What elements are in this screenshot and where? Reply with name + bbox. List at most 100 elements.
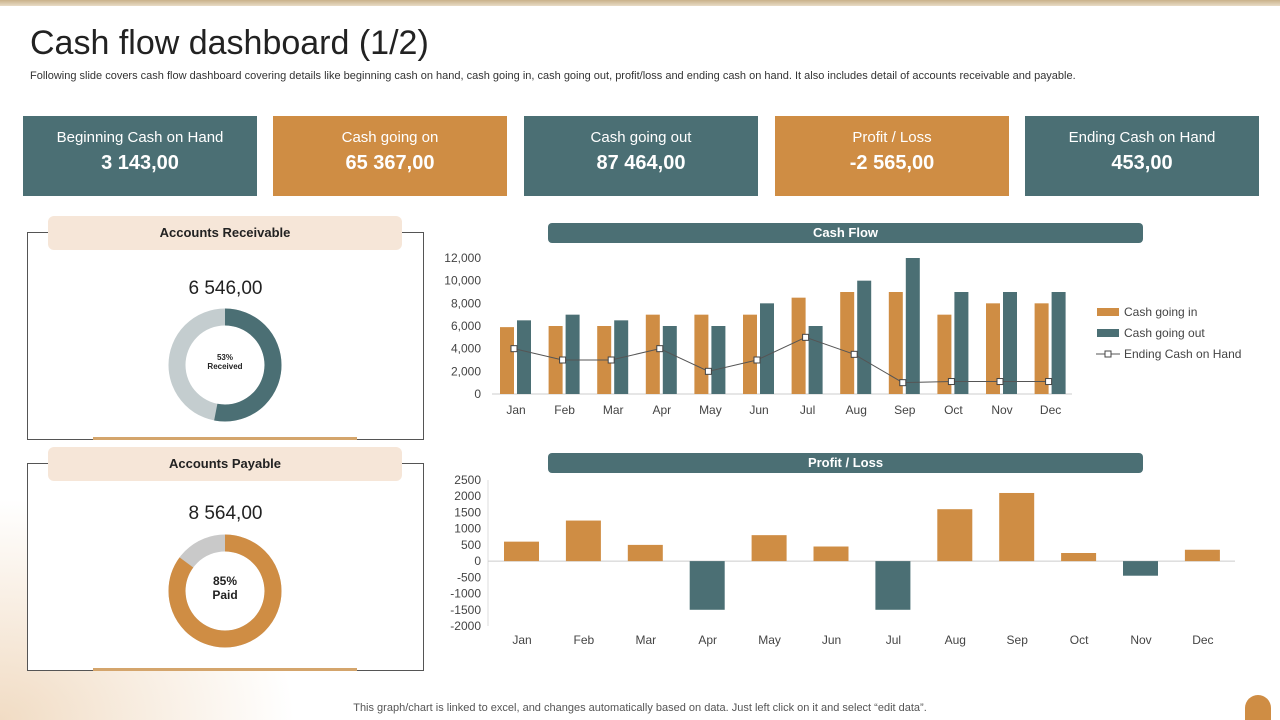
bar-cash-going-out [857, 280, 872, 394]
x-tick-label: Mar [635, 633, 656, 647]
x-tick-label: Apr [652, 403, 671, 417]
x-tick-label: Jan [512, 633, 531, 647]
x-tick-label: Jun [822, 633, 841, 647]
kpi-cash-going-on: Cash going on 65 367,00 [273, 116, 507, 196]
y-tick-label: -1500 [450, 603, 481, 617]
x-tick-label: Nov [1130, 633, 1151, 647]
bar-cash-going-in [840, 292, 855, 394]
bar-cash-going-in [1034, 303, 1049, 394]
x-tick-label: Apr [698, 633, 717, 647]
bar-cash-going-out [711, 326, 726, 394]
legend-swatch [1097, 329, 1119, 337]
kpi-beginning-cash: Beginning Cash on Hand 3 143,00 [23, 116, 257, 196]
line-marker [899, 379, 907, 387]
x-tick-label: Jul [800, 403, 815, 417]
y-tick-label: 2500 [454, 473, 481, 487]
x-tick-label: Oct [944, 403, 963, 417]
bar-cash-going-in [743, 314, 757, 394]
line-marker [850, 350, 858, 358]
y-tick-label: 12,000 [444, 251, 481, 265]
line-marker [704, 367, 712, 375]
line-marker [753, 356, 761, 364]
bar-profit-loss [999, 492, 1035, 562]
kpi-label: Cash going out [590, 129, 692, 146]
bar-cash-going-in [888, 292, 903, 394]
bar-cash-going-out [1003, 292, 1017, 394]
x-tick-label: Jul [886, 633, 901, 647]
y-tick-label: 8,000 [451, 296, 481, 310]
kpi-value: 87 464,00 [596, 152, 686, 174]
y-tick-label: -500 [457, 570, 481, 584]
bar-profit-loss [504, 541, 539, 562]
line-marker [559, 356, 567, 364]
bar-cash-going-out [760, 303, 774, 394]
donut-segment [168, 534, 282, 648]
y-tick-label: 1000 [454, 522, 481, 536]
kpi-label: Beginning Cash on Hand [56, 129, 224, 146]
bar-profit-loss [627, 544, 663, 562]
bar-profit-loss [875, 561, 911, 610]
accounts-payable-value: 8 564,00 [188, 503, 263, 524]
charts-canvas: 53%Received 85%Paid 0 2,000 4,000 6,000 8,000 1… [168, 251, 1241, 648]
y-tick-label: 0 [474, 387, 481, 401]
bar-cash-going-out [1051, 292, 1066, 394]
bar-cash-going-out [565, 314, 580, 394]
x-tick-label: Aug [846, 403, 867, 417]
bar-profit-loss [565, 520, 601, 562]
x-tick-label: Feb [574, 633, 595, 647]
x-tick-label: May [758, 633, 781, 647]
kpi-value: 65 367,00 [345, 152, 435, 174]
y-tick-label: 1500 [454, 505, 481, 519]
accounts-receivable-value: 6 546,00 [188, 278, 263, 299]
x-tick-label: Nov [991, 403, 1012, 417]
bar-cash-going-in [791, 297, 806, 394]
kpi-value: -2 565,00 [849, 152, 935, 174]
bar-cash-going-in [937, 314, 952, 394]
y-tick-label: 4,000 [451, 342, 481, 356]
bar-cash-going-out [954, 292, 969, 394]
bar-profit-loss [1061, 553, 1097, 562]
x-tick-label: Dec [1192, 633, 1213, 647]
page-title: Cash flow dashboard (1/2) [30, 24, 429, 62]
bar-cash-going-out [808, 326, 823, 394]
bar-cash-going-in [986, 303, 1000, 394]
donut-segment [168, 308, 282, 422]
x-tick-label: Mar [603, 403, 624, 417]
accounts-receivable-title: Accounts Receivable [48, 216, 402, 250]
donut-label: Paid [212, 588, 237, 602]
corner-decoration [1245, 695, 1271, 720]
x-tick-label: Sep [894, 403, 916, 417]
x-tick-label: Jun [749, 403, 768, 417]
legend-label: Ending Cash on Hand [1124, 347, 1241, 361]
bar-profit-loss [1184, 549, 1220, 562]
legend-marker [1104, 350, 1112, 358]
bar-cash-going-in [548, 326, 563, 394]
kpi-label: Ending Cash on Hand [1068, 129, 1216, 146]
divider [93, 668, 357, 671]
bar-profit-loss [751, 535, 787, 562]
y-tick-label: 2,000 [451, 364, 481, 378]
x-tick-label: Aug [945, 633, 966, 647]
line-marker [947, 378, 955, 386]
legend-label: Cash going in [1124, 305, 1197, 319]
legend-label: Cash going out [1124, 326, 1205, 340]
bar-cash-going-in [645, 314, 660, 394]
bar-cash-going-in [500, 327, 514, 394]
line-marker [802, 333, 810, 341]
kpi-value: 3 143,00 [101, 152, 179, 174]
x-tick-label: May [699, 403, 722, 417]
bar-cash-going-out [517, 320, 531, 394]
y-tick-label: 0 [474, 554, 481, 568]
x-tick-label: Jan [506, 403, 525, 417]
bar-profit-loss [937, 509, 973, 562]
page-subtitle: Following slide covers cash flow dashboa… [30, 70, 1076, 82]
bar-cash-going-out [662, 326, 677, 394]
bar-cash-going-in [694, 314, 709, 394]
x-tick-label: Sep [1007, 633, 1029, 647]
profit-loss-chart-title: Profit / Loss [548, 453, 1143, 473]
line-marker [510, 345, 518, 353]
bar-cash-going-out [905, 258, 920, 394]
top-border [0, 0, 1280, 6]
kpi-label: Profit / Loss [852, 129, 932, 146]
kpi-cash-going-out: Cash going out 87 464,00 [524, 116, 758, 196]
